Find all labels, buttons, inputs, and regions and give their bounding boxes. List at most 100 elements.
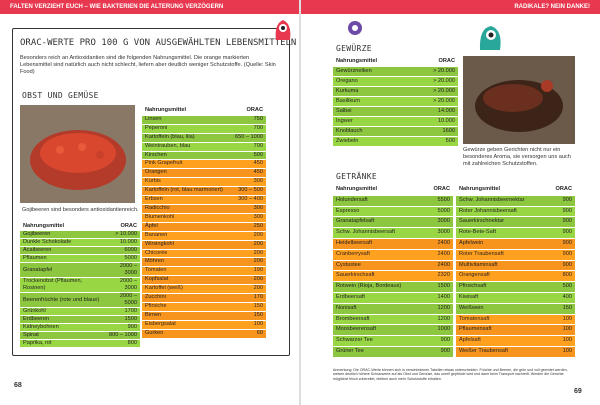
column-header: ORAC xyxy=(546,185,575,195)
table-row: Rote-Bete-Saft 900 xyxy=(456,228,575,238)
column-header: ORAC xyxy=(411,57,458,66)
food-name: Eisbergsalat xyxy=(145,320,176,327)
orac-value: 150 xyxy=(253,311,263,318)
orac-value: 2000 – 3000 xyxy=(119,278,137,291)
table-row: Erdbeeren 1500 xyxy=(20,316,140,323)
column-header: Nahrungsmittel xyxy=(333,57,412,66)
food-name: Heidelbeersaft xyxy=(336,239,373,246)
orac-value: 200 xyxy=(253,276,263,283)
orac-table: Nahrungsmittel ORAC Gewürznelken > 20.000 Or… xyxy=(333,56,458,147)
orac-value: 10.000 xyxy=(437,118,455,124)
orac-value: 1000 xyxy=(437,326,450,333)
food-name: Beerenfrüchte (rote und blaue) xyxy=(23,296,100,303)
food-name: Chicorée xyxy=(145,249,168,256)
table-row: Bananen 200 xyxy=(142,231,266,240)
food-name: Zwiebeln xyxy=(336,138,359,144)
table-row: Pfirsiche 150 xyxy=(142,302,266,311)
food-name: Äpfel xyxy=(145,222,158,229)
table-row: Multivitaminsaft 900 xyxy=(456,260,575,271)
table-row: Kidneybohnen 900 xyxy=(20,324,140,331)
orac-value: 2000 – 5000 xyxy=(119,293,137,306)
spice-image xyxy=(463,56,575,144)
table-row: Kartoffeln (rot, blau marmoriert) 300 – 5… xyxy=(142,187,266,196)
orac-value: 200 xyxy=(253,249,263,256)
table-row: Weintrauben, blau 700 xyxy=(142,142,266,151)
food-name: Kartoffeln (rot, blau marmoriert) xyxy=(145,187,223,194)
orac-value: 300 – 500 xyxy=(238,187,263,194)
table-row: Kirschen 500 xyxy=(142,151,266,160)
food-name: Pfirsichsaft xyxy=(459,283,487,290)
section-heading: OBST UND GEMÜSE xyxy=(22,91,99,100)
food-name: Schwarzer Tee xyxy=(336,337,373,344)
orac-value: 900 xyxy=(562,261,572,268)
food-name: Linsen xyxy=(145,115,162,122)
orac-table: Nahrungsmittel ORAC Gojibeeren > 10.000 Dunk… xyxy=(20,222,140,348)
column-header: ORAC xyxy=(424,185,453,195)
table-row: Rotwein (Rioja, Bordeaux) 1500 xyxy=(333,282,453,292)
orac-value: 400 xyxy=(562,293,572,300)
table-row: Grünkohl 1700 xyxy=(20,308,140,315)
table-row: Dunkle Schokolade 10.000 xyxy=(20,239,140,246)
food-name: Grünkohl xyxy=(23,308,46,314)
orac-value: 200 xyxy=(253,240,263,247)
food-name: Pfirsiche xyxy=(145,302,167,309)
table-row: Linsen 750 xyxy=(142,115,266,124)
food-name: Grüner Tee xyxy=(336,347,364,354)
orac-value: 700 xyxy=(253,142,263,149)
table-row: Brombeersaft 1200 xyxy=(333,314,453,325)
table-row: Moosbeerensaft 1000 xyxy=(333,325,453,336)
orac-value: 800 xyxy=(562,272,572,279)
caption: Gojibeeren sind besonders antioxidantien… xyxy=(22,207,139,213)
orac-value: 1200 xyxy=(437,304,450,311)
header-row: Nahrungsmittel ORAC xyxy=(20,223,140,230)
table-row: Tomatensaft 100 xyxy=(456,314,575,325)
food-name: Kürbis xyxy=(145,178,161,185)
orac-value: 1500 xyxy=(437,283,450,290)
column-header: ORAC xyxy=(230,107,266,115)
orac-value: 1600 xyxy=(442,128,455,134)
content-box xyxy=(12,28,290,356)
orac-value: > 10.000 xyxy=(115,231,137,237)
goji-image xyxy=(20,105,135,203)
orac-value: 900 xyxy=(440,347,450,354)
header-row: Nahrungsmittel ORAC xyxy=(333,185,453,195)
food-name: Spinat xyxy=(23,332,39,338)
title: ORAC-WERTE PRO 100 G VON AUSGEWÄHLTEN LE… xyxy=(20,38,297,48)
table-row: Weißer Traubensaft 100 xyxy=(456,346,575,357)
food-name: Apfelsaft xyxy=(459,337,481,344)
food-name: Erbsen xyxy=(145,196,163,203)
orac-value: 300 xyxy=(253,204,263,211)
food-name: Tomaten xyxy=(145,267,167,274)
food-name: Holundersaft xyxy=(336,196,368,203)
food-name: Apfelwein xyxy=(459,239,484,246)
table-row: Gurken 60 xyxy=(142,329,266,338)
orac-value: 450 xyxy=(253,169,263,176)
orac-value: 5500 xyxy=(437,196,450,203)
table-row: Orangensaft 800 xyxy=(456,271,575,282)
food-name: Trockenobst (Pflaumen, Rosinen) xyxy=(23,278,83,291)
table-row: Pflaumen 5000 xyxy=(20,255,140,262)
table-row: Möhren 200 xyxy=(142,258,266,267)
table-row: Granatapfel 2000 – 3000 xyxy=(20,263,140,277)
orac-value: 2400 xyxy=(437,239,450,246)
orac-value: 700 xyxy=(253,124,263,131)
orac-value: 5000 xyxy=(124,255,137,261)
table-row: Gewürznelken > 20.000 xyxy=(333,67,458,76)
food-name: Kidneybohnen xyxy=(23,324,59,330)
food-name: Blumenkohl xyxy=(145,213,175,220)
column-header: Nahrungsmittel xyxy=(456,185,547,195)
food-name: Roter Traubensaft xyxy=(459,250,504,257)
table-row: Cranberrysaft 2400 xyxy=(333,249,453,260)
table-row: Roter Traubensaft 900 xyxy=(456,249,575,260)
food-name: Dunkle Schokolade xyxy=(23,239,72,245)
orac-value: 150 xyxy=(562,304,572,311)
orac-value: 1700 xyxy=(124,308,137,314)
table-row: Kürbis 300 xyxy=(142,178,266,187)
orac-value: 100 xyxy=(562,315,572,322)
table-row: Apfelsaft 100 xyxy=(456,336,575,346)
orac-value: 900 xyxy=(562,207,572,214)
table-row: Tomaten 190 xyxy=(142,267,266,276)
table-row: Ingwer 10.000 xyxy=(333,117,458,126)
food-name: Sauerkirschnektar xyxy=(459,218,505,225)
